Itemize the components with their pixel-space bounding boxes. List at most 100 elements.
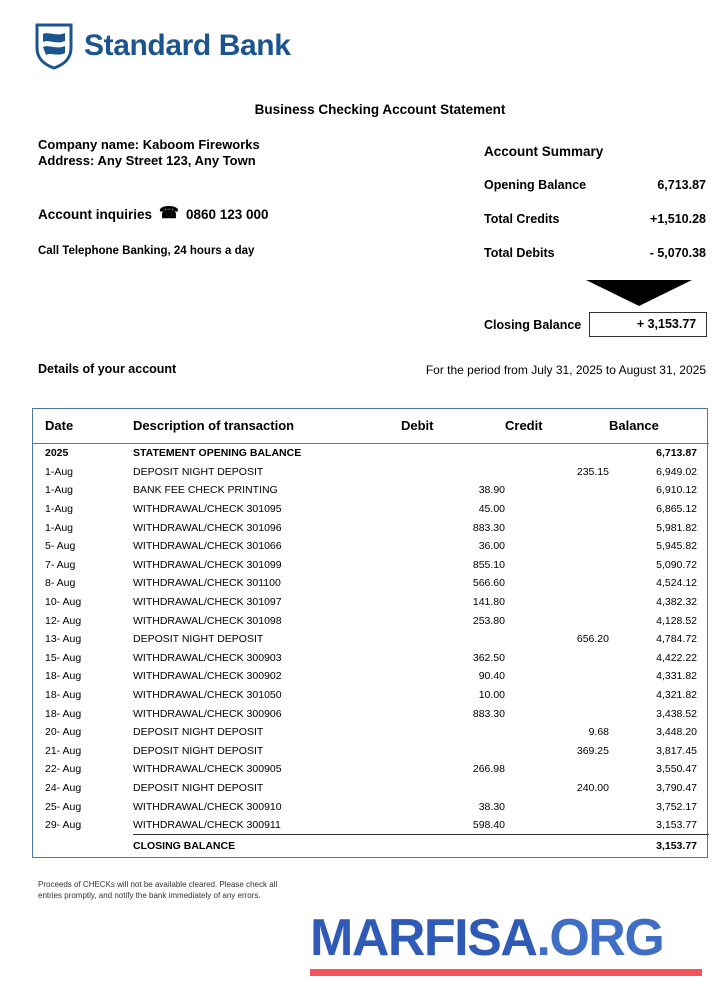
table-row: 1-Aug WITHDRAWAL/CHECK 301095 45.00 6,865.1… xyxy=(33,500,709,519)
cell-date: 8- Aug xyxy=(45,577,76,590)
table-row: 29- Aug WITHDRAWAL/CHECK 300911 598.40 3,15… xyxy=(33,816,709,835)
cell-date: 1-Aug xyxy=(45,503,74,516)
cell-credit xyxy=(505,537,609,556)
cell-debit: 266.98 xyxy=(472,763,505,776)
summary-value: - 5,070.38 xyxy=(649,246,706,260)
table-row: 18- Aug WITHDRAWAL/CHECK 301050 10.00 4,321… xyxy=(33,686,709,705)
statement-period: For the period from July 31, 2025 to Aug… xyxy=(425,363,706,377)
cell-description: WITHDRAWAL/CHECK 300910 xyxy=(133,800,282,813)
cell-balance: 6,910.12 xyxy=(656,484,697,497)
cell-credit: 235.15 xyxy=(576,465,609,478)
summary-row-opening-balance: Opening Balance 6,713.87 xyxy=(484,178,706,192)
cell-description: WITHDRAWAL/CHECK 301098 xyxy=(133,614,282,627)
summary-value: 6,713.87 xyxy=(657,178,706,192)
cell-date: 1-Aug xyxy=(45,521,74,534)
cell-debit: 566.60 xyxy=(472,577,505,590)
cell-debit: 883.30 xyxy=(472,707,505,720)
table-row: 1-Aug BANK FEE CHECK PRINTING 38.90 6,910.1… xyxy=(33,481,709,500)
shield-flag-logo-icon xyxy=(34,22,74,70)
cell-balance: 3,817.45 xyxy=(656,744,697,757)
cell-debit xyxy=(401,779,505,798)
account-inquiries: Account inquiries ☎ 0860 123 000 xyxy=(38,206,269,222)
table-row: 10- Aug WITHDRAWAL/CHECK 301097 141.80 4,38… xyxy=(33,593,709,612)
cell-balance: 5,981.82 xyxy=(656,521,697,534)
down-arrow-icon xyxy=(586,280,692,306)
inquiries-label: Account inquiries xyxy=(38,206,153,222)
cell-date: 24- Aug xyxy=(45,781,82,794)
cell-description: DEPOSIT NIGHT DEPOSIT xyxy=(133,726,264,739)
summary-label: Total Debits xyxy=(484,246,555,260)
summary-row-closing-balance: Closing Balance + 3,153.77 xyxy=(484,312,708,337)
cell-description: WITHDRAWAL/CHECK 300911 xyxy=(133,819,281,832)
closing-balance-label: Closing Balance xyxy=(484,317,582,332)
table-row: CLOSING BALANCE 3,153.77 xyxy=(33,834,709,858)
cell-date: 18- Aug xyxy=(45,707,82,720)
table-row: 2025 STATEMENT OPENING BALANCE 6,713.87 xyxy=(33,444,709,463)
account-summary-title: Account Summary xyxy=(484,144,604,159)
cell-credit: 656.20 xyxy=(576,633,609,646)
cell-balance: 3,153.77 xyxy=(609,834,709,858)
cell-credit xyxy=(505,444,609,463)
cell-credit: 369.25 xyxy=(576,744,609,757)
column-header-debit: Debit xyxy=(401,409,505,444)
cell-balance: 4,422.22 xyxy=(656,651,697,664)
cell-description: DEPOSIT NIGHT DEPOSIT xyxy=(133,781,264,794)
cell-description: WITHDRAWAL/CHECK 301096 xyxy=(133,521,282,534)
summary-label: Total Credits xyxy=(484,212,560,226)
cell-debit: 10.00 xyxy=(478,689,505,702)
cell-debit xyxy=(401,834,505,858)
cell-balance: 5,090.72 xyxy=(656,558,697,571)
column-header-credit: Credit xyxy=(505,409,609,444)
cell-credit xyxy=(505,760,609,779)
cell-date: 29- Aug xyxy=(45,819,82,832)
cell-debit xyxy=(401,742,505,761)
table-row: 1-Aug DEPOSIT NIGHT DEPOSIT 235.15 6,949.02 xyxy=(33,463,709,482)
cell-description: WITHDRAWAL/CHECK 301099 xyxy=(133,558,282,571)
cell-credit xyxy=(505,593,609,612)
cell-description: STATEMENT OPENING BALANCE xyxy=(133,447,302,460)
cell-date: 20- Aug xyxy=(45,726,82,739)
cell-balance: 4,382.32 xyxy=(656,596,697,609)
cell-description: CLOSING BALANCE xyxy=(133,834,401,858)
cell-balance: 4,524.12 xyxy=(656,577,697,590)
cell-date: 12- Aug xyxy=(45,614,82,627)
cell-credit xyxy=(505,834,609,858)
cell-debit: 45.00 xyxy=(478,503,505,516)
cell-credit xyxy=(505,556,609,575)
cell-debit: 38.30 xyxy=(478,800,505,813)
transactions-table: Date Description of transaction Debit Cr… xyxy=(33,409,709,858)
summary-row-total-credits: Total Credits +1,510.28 xyxy=(484,212,706,226)
summary-arrow-container xyxy=(484,280,706,306)
address-line: Address: Any Street 123, Any Town xyxy=(38,153,256,168)
cell-balance: 3,752.17 xyxy=(656,800,697,813)
cell-date: 1-Aug xyxy=(45,465,74,478)
summary-label: Opening Balance xyxy=(484,178,587,192)
cell-date: 22- Aug xyxy=(45,763,82,776)
cell-debit xyxy=(401,444,505,463)
table-row: 24- Aug DEPOSIT NIGHT DEPOSIT 240.00 3,790.… xyxy=(33,779,709,798)
cell-credit xyxy=(505,518,609,537)
watermark-underline-bar xyxy=(310,969,702,976)
cell-balance: 4,784.72 xyxy=(656,633,697,646)
cell-description: WITHDRAWAL/CHECK 301097 xyxy=(133,596,282,609)
company-name-line: Company name: Kaboom Fireworks xyxy=(38,137,260,152)
cell-balance: 3,790.47 xyxy=(656,781,697,794)
inquiries-phone-number: 0860 123 000 xyxy=(185,206,269,222)
table-row: 25- Aug WITHDRAWAL/CHECK 300910 38.30 3,752… xyxy=(33,797,709,816)
cell-balance: 3,448.20 xyxy=(656,726,697,739)
cell-debit: 253.80 xyxy=(472,614,505,627)
cell-description: DEPOSIT NIGHT DEPOSIT xyxy=(133,633,264,646)
bank-name: Standard Bank xyxy=(84,29,291,62)
cell-balance: 6,949.02 xyxy=(656,465,697,478)
cell-debit: 141.80 xyxy=(472,596,505,609)
telephone-icon: ☎ xyxy=(159,205,179,222)
table-row: 21- Aug DEPOSIT NIGHT DEPOSIT 369.25 3,817.… xyxy=(33,742,709,761)
cell-date: 7- Aug xyxy=(45,558,76,571)
cell-credit xyxy=(505,611,609,630)
cell-credit xyxy=(505,574,609,593)
watermark-text: MARFISA.ORG xyxy=(310,912,708,964)
cell-credit: 9.68 xyxy=(588,726,609,739)
cell-debit: 90.40 xyxy=(478,670,505,683)
watermark-text-main: MARFISA xyxy=(310,909,538,967)
